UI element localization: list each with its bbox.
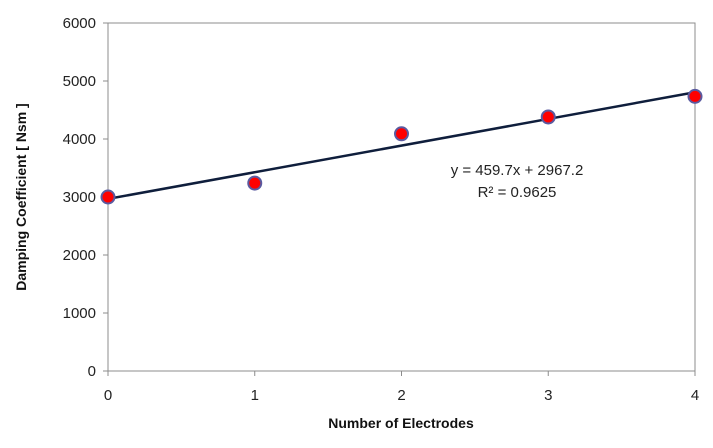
y-tick-label: 6000 xyxy=(63,15,96,32)
axes: 0 1000 2000 3000 4000 5000 6000 0 1 2 3 4 xyxy=(63,15,700,404)
x-tick-label: 1 xyxy=(251,387,259,404)
plot-area-border xyxy=(107,22,696,372)
trendline-r2: R² = 0.9625 xyxy=(478,184,557,201)
x-tick-label: 4 xyxy=(691,387,699,404)
trendline-equation: y = 459.7x + 2967.2 xyxy=(451,162,584,179)
data-point xyxy=(247,175,263,191)
y-tick-label: 0 xyxy=(88,363,96,380)
data-point xyxy=(540,109,556,125)
x-tick-label: 2 xyxy=(397,387,405,404)
y-axis-label: Damping Coefficient [ Nsm ] xyxy=(13,103,29,290)
trendline xyxy=(107,91,696,201)
data-point xyxy=(394,126,409,142)
y-tick-label: 1000 xyxy=(63,305,96,322)
y-tick-label: 4000 xyxy=(63,131,96,148)
marks xyxy=(100,88,703,205)
x-axis-label: Number of Electrodes xyxy=(328,415,474,431)
x-tick-label: 0 xyxy=(104,387,112,404)
y-tick-label: 2000 xyxy=(63,247,96,264)
data-point xyxy=(687,88,703,104)
y-tick-label: 3000 xyxy=(63,189,96,206)
y-tick-label: 5000 xyxy=(63,73,96,90)
x-tick-label: 3 xyxy=(544,387,552,404)
data-point xyxy=(100,189,116,205)
